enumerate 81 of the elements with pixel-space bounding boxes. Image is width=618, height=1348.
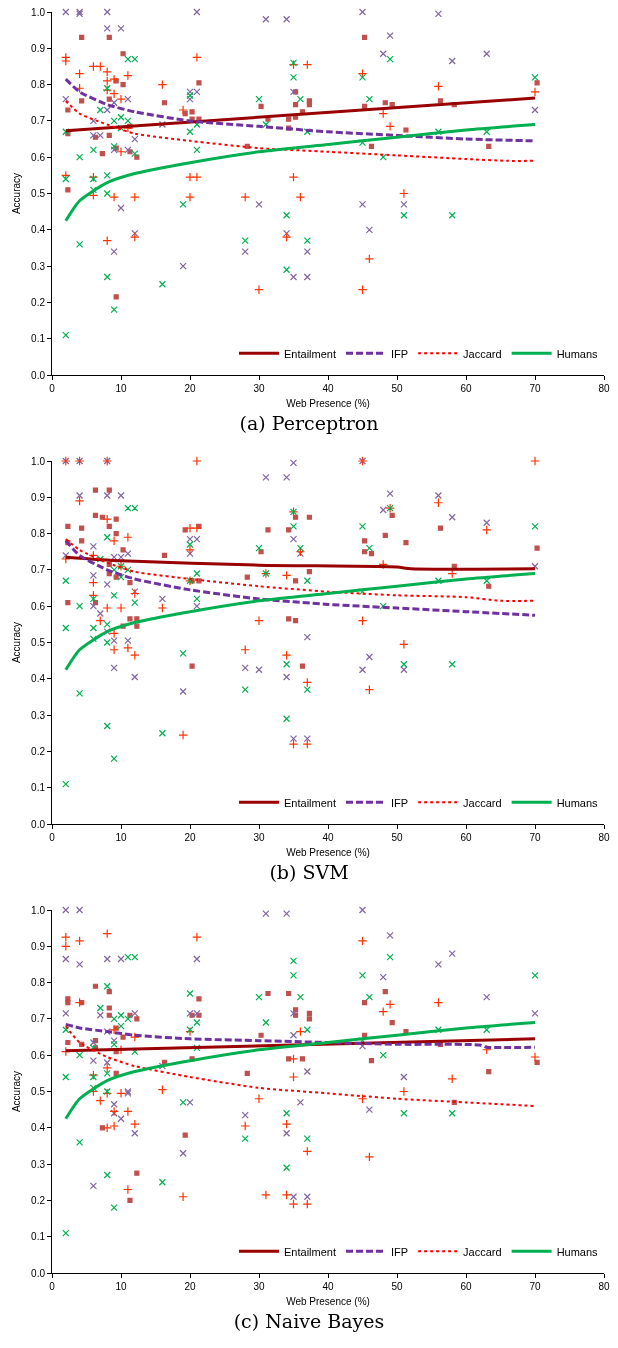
y-tick-label: 0.3 bbox=[31, 260, 46, 272]
x-tick-label: 80 bbox=[598, 832, 610, 843]
legend-label: Entailment bbox=[284, 796, 336, 809]
legend-label: Jaccard bbox=[463, 1245, 502, 1258]
x-axis-title: Web Presence (%) bbox=[286, 846, 370, 858]
x-tick-label: 40 bbox=[322, 1281, 334, 1292]
y-tick-label: 0.1 bbox=[31, 333, 46, 345]
text: (c) Naive Bayes bbox=[232, 1309, 386, 1334]
x-axis-title: Web Presence (%) bbox=[286, 397, 370, 409]
legend-label: Humans bbox=[556, 347, 599, 360]
y-tick-label: 1.0 bbox=[31, 904, 46, 916]
x-tick-label: 0 bbox=[49, 832, 56, 843]
y-tick-label: 0.9 bbox=[31, 491, 46, 503]
legend-label: Entailment bbox=[284, 1245, 336, 1258]
y-tick-label: 0.9 bbox=[31, 42, 46, 54]
x-tick-label: 20 bbox=[184, 383, 196, 394]
legend-label: IFP bbox=[390, 1245, 409, 1258]
y-tick-label: 0.4 bbox=[31, 673, 46, 685]
legend-label: Humans bbox=[556, 796, 599, 809]
x-tick-label: 50 bbox=[391, 832, 403, 843]
y-axis-title: Accuracy bbox=[11, 1070, 23, 1113]
x-tick-label: 70 bbox=[529, 1281, 541, 1292]
y-tick-label: 0.7 bbox=[31, 564, 46, 576]
x-tick-label: 40 bbox=[322, 832, 334, 843]
y-tick-label: 0.3 bbox=[31, 1158, 46, 1170]
y-tick-label: 0.5 bbox=[31, 1086, 46, 1097]
y-tick-label: 0.7 bbox=[31, 115, 46, 127]
y-tick-label: 1.0 bbox=[31, 455, 46, 467]
legend-label: IFP bbox=[390, 796, 409, 809]
x-tick-label: 20 bbox=[184, 1281, 196, 1292]
y-tick-label: 0.0 bbox=[31, 818, 46, 830]
x-tick-label: 50 bbox=[391, 1281, 403, 1292]
y-tick-label: 0.6 bbox=[31, 600, 46, 612]
x-axis-title: Web Presence (%) bbox=[286, 1295, 370, 1307]
x-tick-label: 0 bbox=[49, 1281, 56, 1292]
y-tick-label: 0.1 bbox=[31, 782, 46, 794]
y-tick-label: 0.0 bbox=[31, 1267, 46, 1279]
x-tick-label: 70 bbox=[529, 832, 541, 843]
y-axis-title: Accuracy bbox=[11, 172, 23, 215]
y-tick-label: 0.5 bbox=[31, 188, 46, 199]
y-tick-label: 0.2 bbox=[31, 745, 46, 757]
y-tick-label: 0.0 bbox=[31, 369, 46, 381]
x-tick-label: 50 bbox=[391, 383, 403, 394]
y-tick-label: 0.7 bbox=[31, 1013, 46, 1025]
y-tick-label: 0.9 bbox=[31, 940, 46, 952]
y-tick-label: 0.8 bbox=[31, 79, 46, 91]
x-tick-label: 10 bbox=[115, 1281, 127, 1292]
y-tick-label: 0.4 bbox=[31, 224, 46, 236]
x-tick-label: 30 bbox=[253, 1281, 265, 1292]
y-tick-label: 0.2 bbox=[31, 1194, 46, 1206]
y-tick-label: 0.8 bbox=[31, 977, 46, 989]
y-tick-label: 0.1 bbox=[31, 1231, 46, 1243]
x-tick-label: 70 bbox=[529, 383, 541, 394]
x-tick-label: 60 bbox=[460, 383, 472, 394]
x-tick-label: 0 bbox=[49, 383, 56, 394]
x-tick-label: 10 bbox=[115, 383, 127, 394]
text: (a) Perceptron bbox=[238, 411, 380, 436]
y-tick-label: 0.6 bbox=[31, 151, 46, 163]
y-tick-label: 1.0 bbox=[31, 6, 46, 18]
x-tick-label: 80 bbox=[598, 1281, 610, 1292]
legend-label: Jaccard bbox=[463, 796, 502, 809]
x-tick-label: 80 bbox=[598, 383, 610, 394]
x-tick-label: 60 bbox=[460, 832, 472, 843]
y-tick-label: 0.8 bbox=[31, 528, 46, 540]
legend-label: Entailment bbox=[284, 347, 336, 360]
y-axis-title: Accuracy bbox=[11, 621, 23, 664]
y-tick-label: 0.6 bbox=[31, 1049, 46, 1061]
y-tick-label: 0.3 bbox=[31, 709, 46, 721]
y-tick-label: 0.2 bbox=[31, 296, 46, 308]
x-tick-label: 20 bbox=[184, 832, 196, 843]
y-tick-label: 0.4 bbox=[31, 1122, 46, 1134]
x-tick-label: 60 bbox=[460, 1281, 472, 1292]
text: (b) SVM bbox=[268, 860, 350, 885]
legend-label: Jaccard bbox=[463, 347, 502, 360]
x-tick-label: 30 bbox=[253, 383, 265, 394]
legend-label: IFP bbox=[390, 347, 409, 360]
legend-label: Humans bbox=[556, 1245, 599, 1258]
x-tick-label: 30 bbox=[253, 832, 265, 843]
x-tick-label: 10 bbox=[115, 832, 127, 843]
x-tick-label: 40 bbox=[322, 383, 334, 394]
y-tick-label: 0.5 bbox=[31, 637, 46, 648]
